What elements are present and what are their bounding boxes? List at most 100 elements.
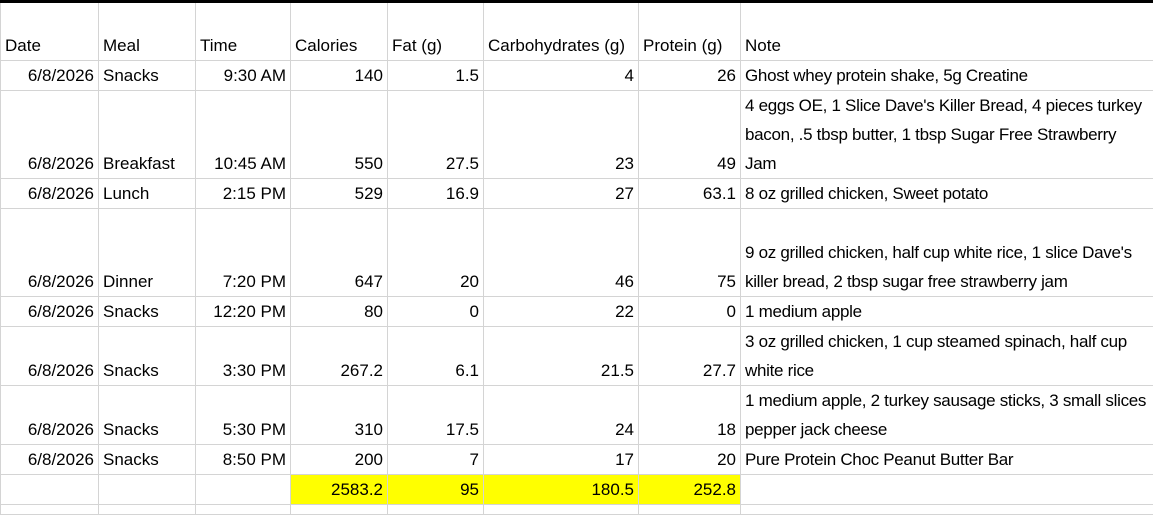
cell[interactable]: 200: [291, 445, 388, 475]
cell[interactable]: 9:30 AM: [196, 61, 291, 91]
cell[interactable]: 17.5: [388, 386, 484, 445]
note-cell[interactable]: 9 oz grilled chicken, half cup white ric…: [741, 209, 1153, 297]
cell[interactable]: 6/8/2026: [1, 327, 99, 386]
cell[interactable]: 80: [291, 297, 388, 327]
total-cell[interactable]: 180.5: [484, 475, 639, 505]
note-cell[interactable]: 4 eggs OE, 1 Slice Dave's Killer Bread, …: [741, 91, 1153, 179]
empty-cell[interactable]: [741, 475, 1153, 505]
empty-cell[interactable]: [99, 505, 196, 515]
cell[interactable]: 0: [388, 297, 484, 327]
cell[interactable]: 16.9: [388, 179, 484, 209]
empty-cell[interactable]: [196, 475, 291, 505]
cell[interactable]: 6/8/2026: [1, 445, 99, 475]
cell[interactable]: 6/8/2026: [1, 209, 99, 297]
header-cell[interactable]: Fat (g): [388, 2, 484, 61]
cell[interactable]: Lunch: [99, 179, 196, 209]
header-cell[interactable]: Meal: [99, 2, 196, 61]
cell[interactable]: Snacks: [99, 445, 196, 475]
cell[interactable]: 7:20 PM: [196, 209, 291, 297]
cell[interactable]: Breakfast: [99, 91, 196, 179]
cell[interactable]: 7: [388, 445, 484, 475]
cell[interactable]: Snacks: [99, 297, 196, 327]
cell[interactable]: 6/8/2026: [1, 61, 99, 91]
cell[interactable]: Snacks: [99, 61, 196, 91]
header-cell[interactable]: Note: [741, 2, 1153, 61]
empty-cell[interactable]: [1, 505, 99, 515]
empty-cell[interactable]: [388, 505, 484, 515]
note-cell[interactable]: 1 medium apple, 2 turkey sausage sticks,…: [741, 386, 1153, 445]
note-cell[interactable]: 3 oz grilled chicken, 1 cup steamed spin…: [741, 327, 1153, 386]
cell[interactable]: 26: [639, 61, 741, 91]
empty-cell[interactable]: [196, 505, 291, 515]
empty-cell[interactable]: [639, 505, 741, 515]
cell[interactable]: 4: [484, 61, 639, 91]
header-cell[interactable]: Time: [196, 2, 291, 61]
empty-cell[interactable]: [1, 475, 99, 505]
cell[interactable]: 6.1: [388, 327, 484, 386]
cell[interactable]: 18: [639, 386, 741, 445]
cell[interactable]: 24: [484, 386, 639, 445]
cell[interactable]: 140: [291, 61, 388, 91]
cell[interactable]: 10:45 AM: [196, 91, 291, 179]
note-cell[interactable]: 1 medium apple: [741, 297, 1153, 327]
cell[interactable]: 267.2: [291, 327, 388, 386]
cell[interactable]: Snacks: [99, 327, 196, 386]
empty-cell[interactable]: [741, 505, 1153, 515]
cell[interactable]: 529: [291, 179, 388, 209]
cell[interactable]: 17: [484, 445, 639, 475]
empty-cell[interactable]: [484, 505, 639, 515]
cell[interactable]: 3:30 PM: [196, 327, 291, 386]
note-cell[interactable]: Pure Protein Choc Peanut Butter Bar: [741, 445, 1153, 475]
cell[interactable]: 2:15 PM: [196, 179, 291, 209]
header-cell[interactable]: Date: [1, 2, 99, 61]
cell[interactable]: 27.5: [388, 91, 484, 179]
cell[interactable]: 75: [639, 209, 741, 297]
note-cell[interactable]: Ghost whey protein shake, 5g Creatine: [741, 61, 1153, 91]
note-cell[interactable]: 8 oz grilled chicken, Sweet potato: [741, 179, 1153, 209]
cell[interactable]: 46: [484, 209, 639, 297]
cell[interactable]: 5:30 PM: [196, 386, 291, 445]
cell[interactable]: 27: [484, 179, 639, 209]
cell[interactable]: 12:20 PM: [196, 297, 291, 327]
cell[interactable]: 20: [639, 445, 741, 475]
cell[interactable]: 6/8/2026: [1, 179, 99, 209]
cell[interactable]: Snacks: [99, 386, 196, 445]
cell[interactable]: 550: [291, 91, 388, 179]
cell[interactable]: 21.5: [484, 327, 639, 386]
cell[interactable]: 23: [484, 91, 639, 179]
cell[interactable]: 27.7: [639, 327, 741, 386]
empty-cell[interactable]: [291, 505, 388, 515]
cell[interactable]: 6/8/2026: [1, 297, 99, 327]
cell[interactable]: 310: [291, 386, 388, 445]
total-cell[interactable]: 252.8: [639, 475, 741, 505]
cell[interactable]: 63.1: [639, 179, 741, 209]
total-cell[interactable]: 95: [388, 475, 484, 505]
cell[interactable]: 647: [291, 209, 388, 297]
cell[interactable]: Dinner: [99, 209, 196, 297]
cell[interactable]: 22: [484, 297, 639, 327]
header-cell[interactable]: Protein (g): [639, 2, 741, 61]
cell[interactable]: 0: [639, 297, 741, 327]
header-cell[interactable]: Carbohydrates (g): [484, 2, 639, 61]
empty-row: [1, 505, 1153, 515]
cell[interactable]: 20: [388, 209, 484, 297]
header-cell[interactable]: Calories: [291, 2, 388, 61]
cell[interactable]: 6/8/2026: [1, 386, 99, 445]
total-cell[interactable]: 2583.2: [291, 475, 388, 505]
cell[interactable]: 8:50 PM: [196, 445, 291, 475]
cell[interactable]: 6/8/2026: [1, 91, 99, 179]
cell[interactable]: 1.5: [388, 61, 484, 91]
empty-cell[interactable]: [99, 475, 196, 505]
cell[interactable]: 49: [639, 91, 741, 179]
